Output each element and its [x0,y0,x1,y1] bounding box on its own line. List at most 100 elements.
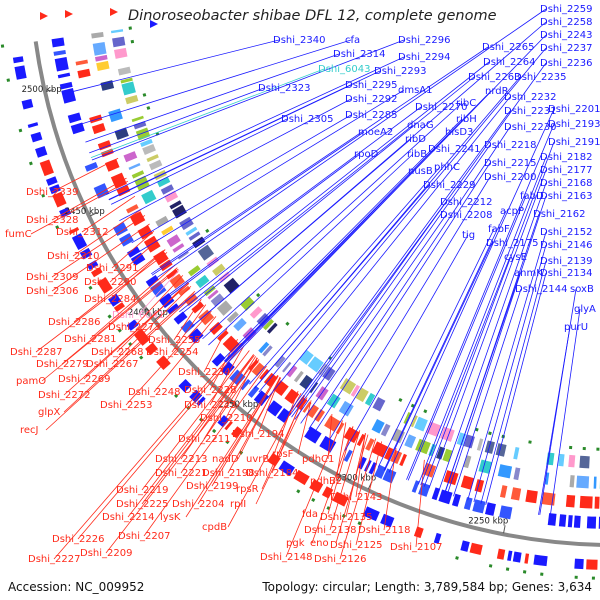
gene-label: dmsA1 [398,85,433,96]
gene-leader-line [311,426,354,544]
gene-feature-segment [150,281,167,298]
gene-leader-line [109,238,159,283]
gc-tick-mark [410,403,415,408]
gc-tick-mark [327,355,333,361]
strand-arrow [40,12,48,20]
gene-feature-segment [286,365,298,378]
gene-leader-line [289,201,447,416]
gene-feature-segment [125,94,139,105]
gene-feature-segment [75,59,89,66]
gene-leader-line [291,62,547,418]
gene-feature-segment [218,271,231,283]
gene-feature-segment [440,426,455,442]
gene-label: moeA2 [358,127,393,138]
gene-feature-segment [472,499,486,514]
gene-label: Dshi_2143 [330,492,382,503]
gene-feature-segment [21,98,34,110]
gene-feature-segment [247,385,260,398]
gene-label: Dshi_2135 [320,512,372,523]
gene-leader-line [444,272,521,494]
gene-label: Dshi_2339 [26,187,78,198]
gene-leader-line [423,141,555,487]
gene-leader-line [344,234,469,451]
gene-label: Dshi_2255 [148,335,200,346]
gene-leader-line [384,242,493,471]
gene-feature-segment [266,400,283,417]
gene-label: ribH [456,114,477,125]
gene-feature-segment [166,303,180,315]
gene-feature-segment [196,396,206,406]
gene-feature-segment [364,392,376,406]
gene-feature-segment [216,300,233,316]
gc-tick-mark [205,228,210,233]
gene-leader-line [191,21,547,328]
gene-label: Dshi_2215 [484,158,536,169]
gc-tick-mark [488,431,492,436]
gene-feature-segment [53,49,66,56]
gene-feature-segment [512,551,522,563]
gc-tick-mark [107,314,112,319]
kbp-scale-label: 2450 kbp [65,207,105,217]
gene-leader-line [227,377,282,474]
gene-leader-line [328,176,491,442]
gene-feature-segment [499,505,513,520]
gene-label: hisD3 [445,127,473,138]
gene-label: rplI [230,499,246,510]
gene-leader-line [480,260,547,504]
gene-leader-line [407,195,527,481]
gene-feature-segment [84,161,99,172]
gene-leader-line [133,275,184,328]
gene-feature-segment [142,143,156,156]
gene-feature-segment [240,379,251,391]
gene-leader-line [226,34,547,364]
gene-leader-line [339,438,377,560]
gene-feature-segment [404,434,417,449]
gene-leader-line [180,359,260,474]
gene-feature-segment [97,140,112,151]
gene-feature-segment [68,227,80,235]
gene-label: Dshi_2218 [484,140,536,151]
gene-feature-segment [161,225,174,236]
gene-label: Dshi_2328 [26,215,78,226]
gene-feature-segment [126,319,139,331]
gene-feature-segment [226,311,239,323]
gene-feature-segment [89,114,103,124]
gene-feature-segment [383,447,394,461]
gene-feature-segment [49,184,61,195]
gene-feature-segment [579,455,590,469]
gene-label: glpX [38,407,60,418]
kbp-scale-label: 2250 kbp [468,517,508,527]
strand-arrow [110,8,118,16]
gene-leader-line [141,355,255,505]
gene-label: Dshi_2107 [390,542,442,553]
gene-label: Dshi_2163 [540,191,592,202]
gene-label: Dshi_2323 [258,83,310,94]
gene-feature-segment [258,341,270,354]
gene-feature-segment [443,470,459,486]
gene-feature-segment [192,236,206,249]
gene-feature-segment [14,65,27,80]
gene-label: Dshi_2230 [504,122,556,133]
gene-feature-segment [307,356,324,373]
gene-label: Dshi_2295 [345,80,397,91]
gene-feature-segment [365,438,375,451]
gene-label: Dshi_2199 [186,481,238,492]
gene-label: Dshi_2214 [102,512,154,523]
gene-label: Dshi_2152 [540,227,592,238]
gene-feature-segment [71,233,88,250]
gene-feature-segment [411,480,420,493]
gene-leader-line [61,267,178,365]
gene-feature-segment [579,495,593,509]
gene-feature-segment [355,387,369,403]
gene-leader-line [329,430,361,531]
gene-feature-segment [59,81,73,90]
gene-leader-line [420,256,511,486]
gene-feature-segment [251,362,266,377]
gene-feature-segment [371,418,385,434]
gc-tick-mark [117,328,122,333]
gene-label: Dshi_2221 [155,468,207,479]
gene-leader-line [467,231,547,501]
gene-leader-line [438,182,547,492]
gene-label: Dshi_2284 [84,294,136,305]
